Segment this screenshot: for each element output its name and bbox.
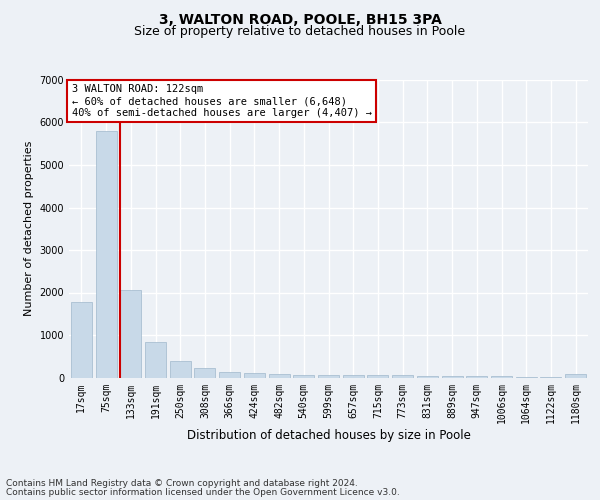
Text: 3, WALTON ROAD, POOLE, BH15 3PA: 3, WALTON ROAD, POOLE, BH15 3PA <box>158 13 442 27</box>
Bar <box>194 368 215 378</box>
Text: Size of property relative to detached houses in Poole: Size of property relative to detached ho… <box>134 24 466 38</box>
X-axis label: Distribution of detached houses by size in Poole: Distribution of detached houses by size … <box>187 429 470 442</box>
Bar <box>491 376 512 378</box>
Bar <box>269 374 290 378</box>
Y-axis label: Number of detached properties: Number of detached properties <box>24 141 34 316</box>
Bar <box>293 374 314 378</box>
Bar <box>343 374 364 378</box>
Text: Contains public sector information licensed under the Open Government Licence v3: Contains public sector information licen… <box>6 488 400 497</box>
Bar <box>318 374 339 378</box>
Bar <box>541 376 562 378</box>
Text: Contains HM Land Registry data © Crown copyright and database right 2024.: Contains HM Land Registry data © Crown c… <box>6 479 358 488</box>
Bar <box>170 362 191 378</box>
Bar <box>71 302 92 378</box>
Bar <box>244 372 265 378</box>
Bar <box>417 376 438 378</box>
Bar <box>219 372 240 378</box>
Text: 3 WALTON ROAD: 122sqm
← 60% of detached houses are smaller (6,648)
40% of semi-d: 3 WALTON ROAD: 122sqm ← 60% of detached … <box>71 84 371 117</box>
Bar <box>466 376 487 378</box>
Bar <box>565 374 586 378</box>
Bar <box>516 376 537 378</box>
Bar <box>442 376 463 378</box>
Bar <box>367 374 388 378</box>
Bar <box>95 131 116 378</box>
Bar <box>392 376 413 378</box>
Bar <box>120 290 141 378</box>
Bar <box>145 342 166 378</box>
